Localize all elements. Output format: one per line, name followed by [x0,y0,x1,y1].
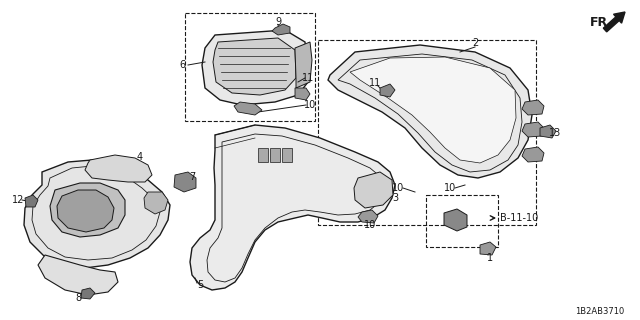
Polygon shape [24,160,170,268]
Bar [282,148,292,162]
Polygon shape [522,122,544,137]
Text: FR.: FR. [590,15,613,28]
Polygon shape [38,255,118,295]
Text: 5: 5 [197,280,203,290]
Text: 1: 1 [487,253,493,263]
Polygon shape [50,183,125,237]
Polygon shape [81,288,95,299]
Polygon shape [272,24,290,35]
Polygon shape [328,45,532,178]
Text: 1B2AB3710: 1B2AB3710 [575,308,624,316]
Bar [258,148,268,162]
Text: 6: 6 [179,60,185,70]
Text: 2: 2 [472,38,478,48]
Polygon shape [57,190,114,232]
Polygon shape [480,242,496,255]
Polygon shape [444,209,467,231]
Text: 11: 11 [369,78,381,88]
Polygon shape [380,84,395,97]
Polygon shape [85,155,152,182]
Bar [270,148,280,162]
Polygon shape [295,42,312,88]
Bar [318,40,536,225]
Text: 11: 11 [302,73,314,83]
Bar [185,13,315,121]
Polygon shape [354,172,393,208]
Polygon shape [358,210,378,223]
Text: 13: 13 [549,128,561,138]
Text: 10: 10 [392,183,404,193]
Polygon shape [295,88,310,100]
Text: 7: 7 [189,172,195,182]
Polygon shape [174,172,196,192]
Text: 12: 12 [12,195,24,205]
Polygon shape [522,100,544,115]
Polygon shape [522,147,544,162]
Polygon shape [234,102,262,115]
Text: 10: 10 [444,183,456,193]
Polygon shape [213,38,296,95]
Polygon shape [350,57,516,163]
Text: B-11-10: B-11-10 [500,213,538,223]
Bar [426,195,498,247]
Text: 10: 10 [364,220,376,230]
Polygon shape [540,125,556,138]
Polygon shape [202,30,308,105]
Text: 9: 9 [275,17,281,27]
FancyArrow shape [604,12,625,32]
Text: 10: 10 [304,100,316,110]
Polygon shape [190,125,395,290]
Polygon shape [25,195,38,207]
Text: 3: 3 [392,193,398,203]
Text: 4: 4 [137,152,143,162]
Polygon shape [144,192,168,214]
Text: 8: 8 [75,293,81,303]
